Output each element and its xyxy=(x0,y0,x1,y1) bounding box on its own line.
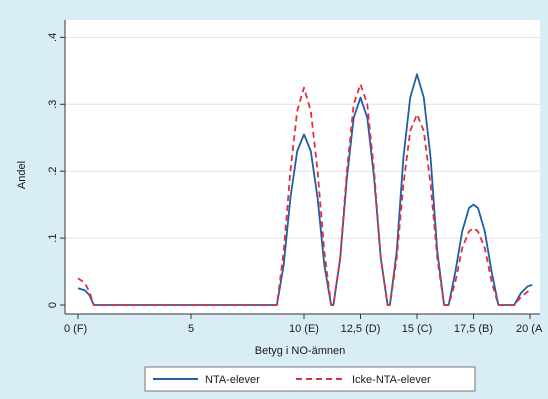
legend-label-1: NTA-elever xyxy=(205,374,260,386)
x-axis-title: Betyg i NO-ämnen xyxy=(255,345,345,357)
y-ticks: 0 .1 .2 .3 .4 xyxy=(47,33,65,308)
y-tick-label: .1 xyxy=(47,234,59,243)
x-tick-label: 0 (F) xyxy=(64,323,87,335)
legend: NTA-elever Icke-NTA-elever xyxy=(144,366,476,392)
y-tick-label: .2 xyxy=(47,167,59,176)
x-tick-label: 20 (A xyxy=(516,323,543,335)
y-tick-label: .3 xyxy=(47,100,59,109)
series-lines xyxy=(77,73,533,306)
y-axis-title: Andel xyxy=(16,161,28,189)
legend-items: NTA-elever Icke-NTA-elever xyxy=(153,374,431,386)
x-tick-label: 5 xyxy=(188,323,194,335)
x-ticks: 0 (F) 5 10 (E) 12,5 (D) 15 (C) 17,5 (B) 20 (A xyxy=(64,314,543,335)
x-tick-label: 10 (E) xyxy=(289,323,319,335)
x-tick-label: 15 (C) xyxy=(402,323,433,335)
legend-label-2: Icke-NTA-elever xyxy=(352,374,431,386)
x-tick-label: 17,5 (B) xyxy=(454,323,493,335)
axes xyxy=(64,20,540,315)
series-line-2 xyxy=(77,83,533,306)
x-tick-label: 12,5 (D) xyxy=(341,323,381,335)
plot-area xyxy=(65,20,540,314)
y-tick-label: 0 xyxy=(47,302,59,308)
y-tick-label: .4 xyxy=(47,33,59,42)
